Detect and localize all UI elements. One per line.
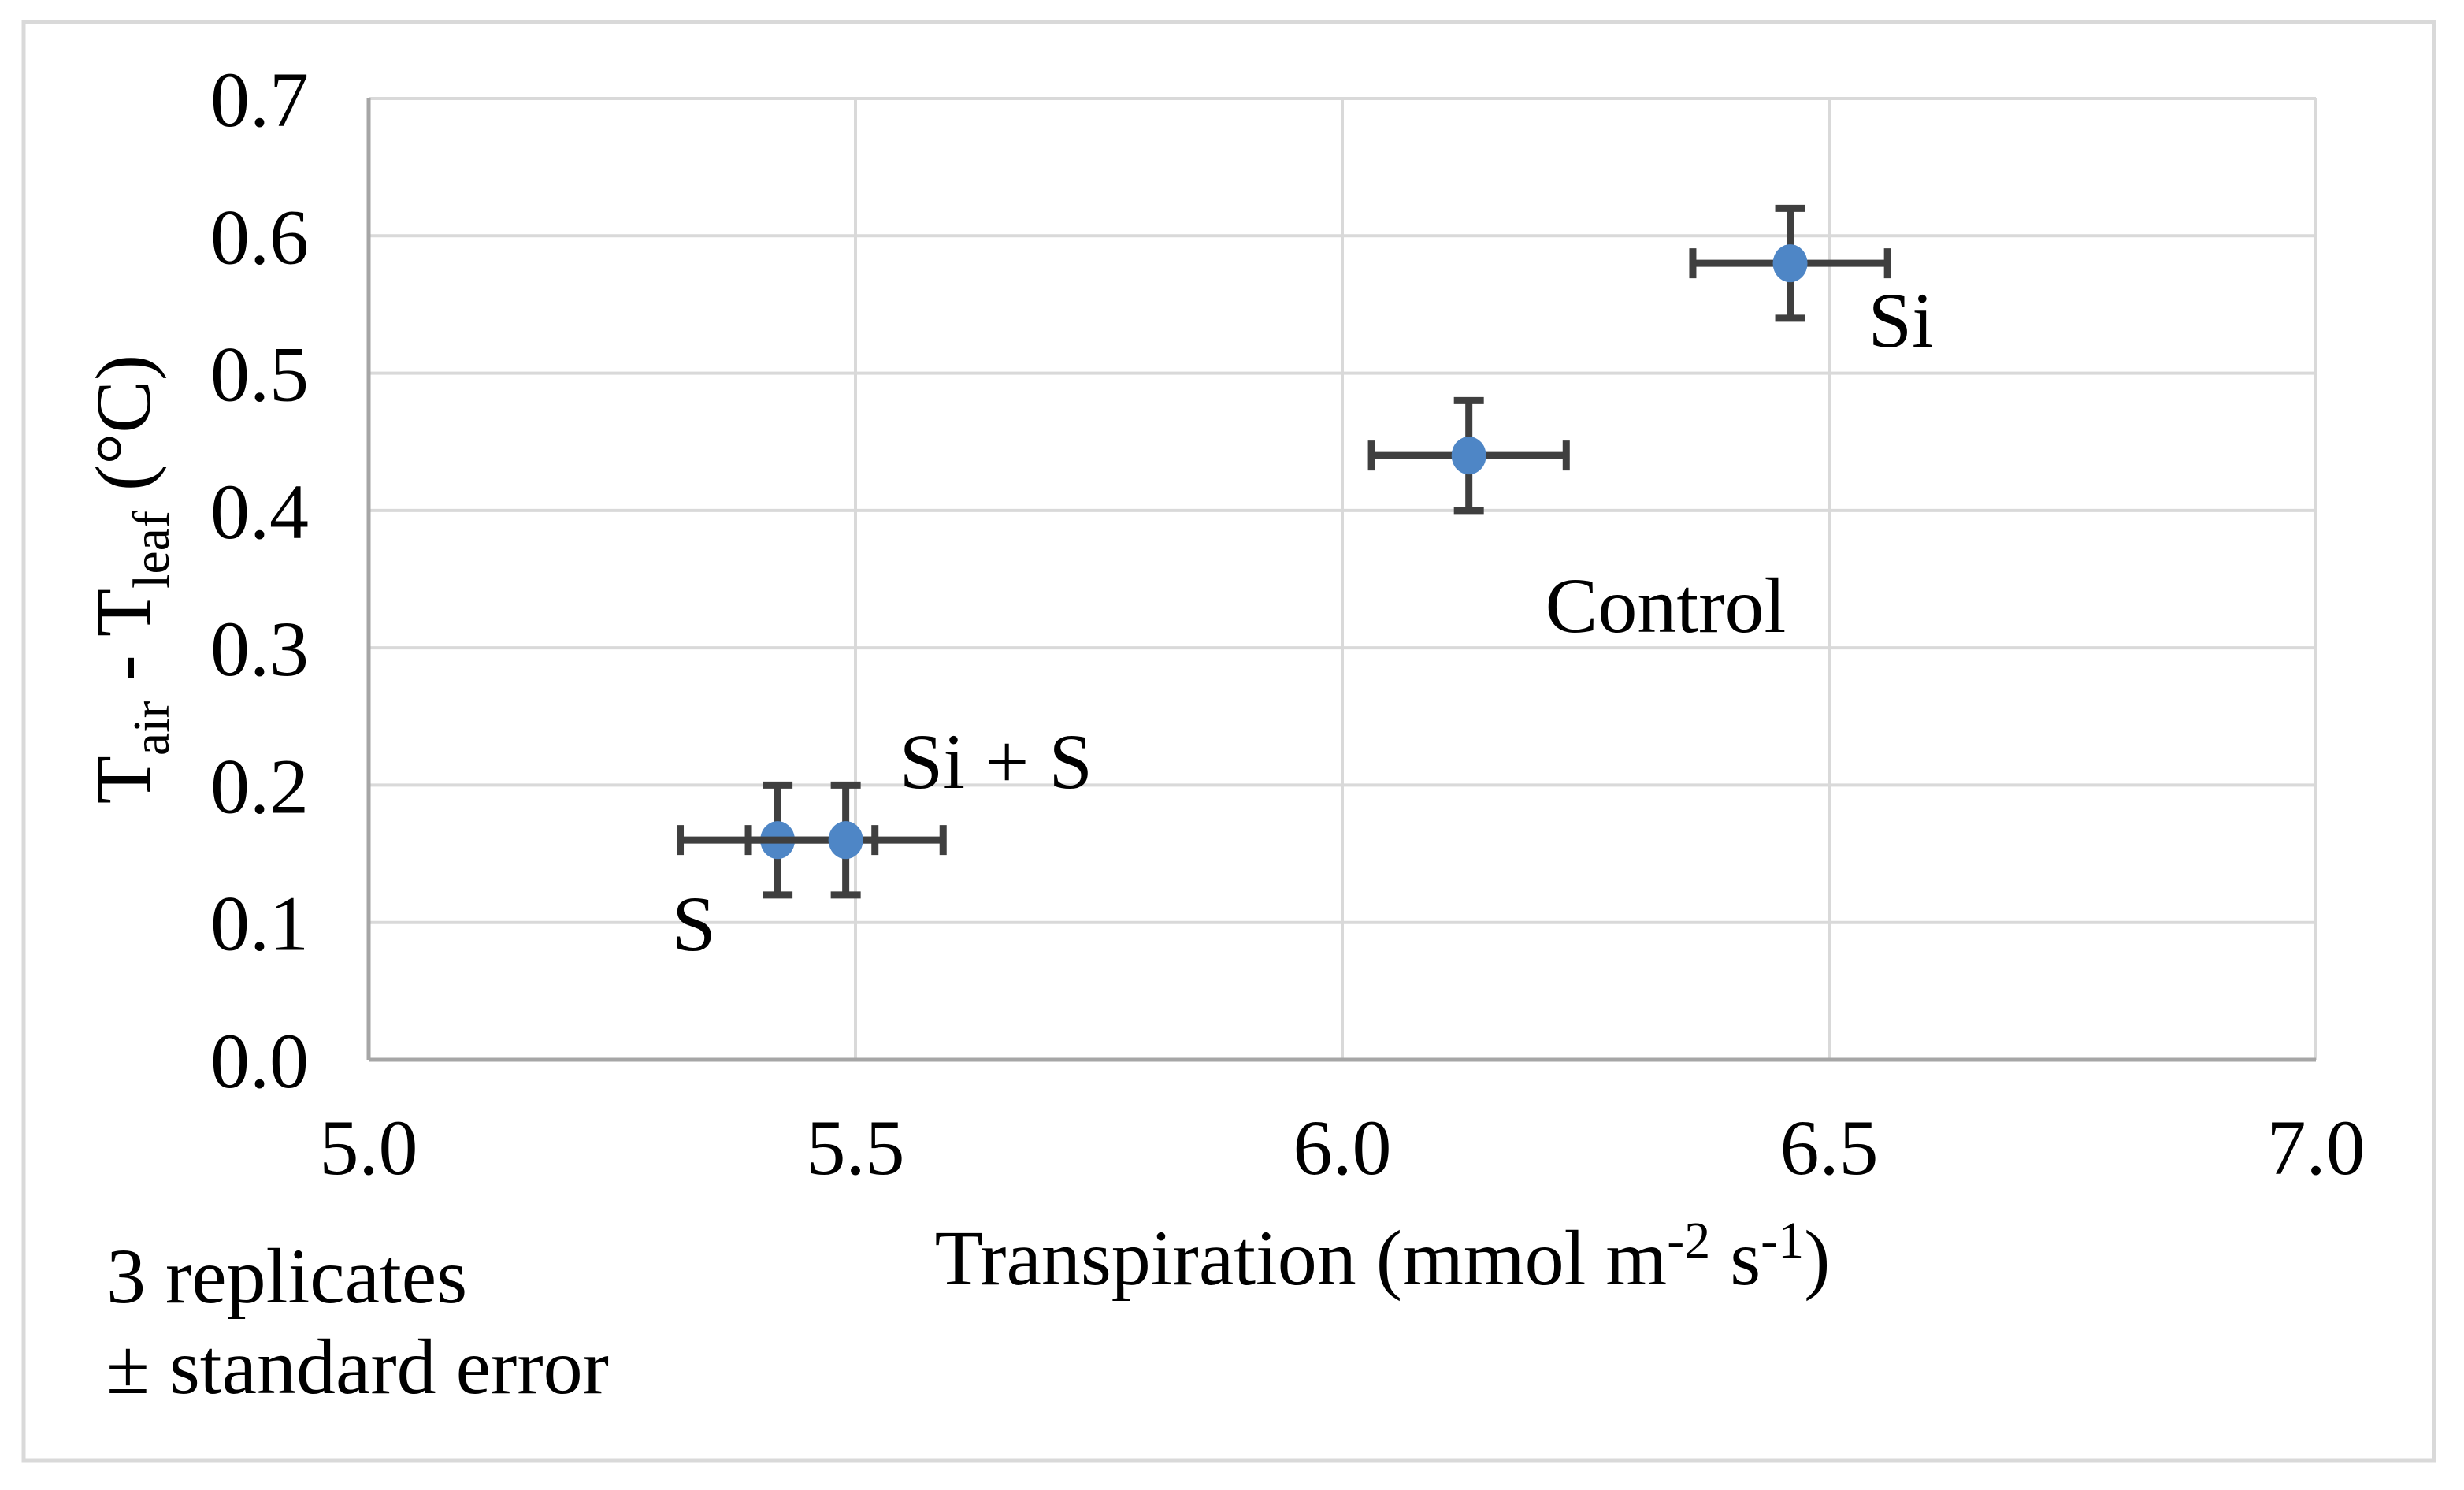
x-tick-label-5.0: 5.0 — [320, 1104, 418, 1191]
x-tick-label-5.5: 5.5 — [807, 1104, 905, 1191]
data-label-Si: Si — [1868, 277, 1934, 364]
x-tick-label-6.5: 6.5 — [1780, 1104, 1879, 1191]
y-axis-title: Tair - Tleaf (°C) — [80, 355, 180, 804]
data-marker-Control — [1451, 437, 1486, 475]
y-tick-label-0.1: 0.1 — [210, 880, 309, 968]
gridlines — [369, 97, 2317, 1060]
note-line-2: ± standard error — [106, 1323, 609, 1410]
data-label-Control: Control — [1546, 562, 1787, 649]
data-marker-Si + S — [828, 821, 863, 860]
y-tick-label-0.6: 0.6 — [210, 193, 309, 281]
y-tick-label-0.7: 0.7 — [210, 56, 309, 143]
y-tick-label-0.3: 0.3 — [210, 605, 309, 693]
data-label-S: S — [672, 880, 716, 968]
y-tick-label-0.5: 0.5 — [210, 331, 309, 418]
data-label-Si + S: Si + S — [900, 718, 1093, 805]
figure-border — [21, 20, 2436, 1463]
tick-labels: 0.0 0.1 0.2 0.3 0.4 0.5 0.6 0.7 5.0 5.5 6.0 6.5 7.0 — [210, 56, 2366, 1191]
y-tick-label-0.0: 0.0 — [210, 1017, 309, 1105]
x-axis-title: Transpiration (mmol m-2 s-1) — [935, 1212, 1831, 1302]
y-tick-label-0.2: 0.2 — [210, 742, 309, 830]
x-tick-label-6.0: 6.0 — [1293, 1104, 1392, 1191]
data-point-group-Control: Control — [1367, 396, 1787, 649]
x-tick-label-7.0: 7.0 — [2267, 1104, 2366, 1191]
note-annotation: 3 replicates± standard error — [106, 1232, 609, 1410]
data-marker-Si — [1772, 244, 1808, 283]
data-points: S Si + S Control Si — [672, 204, 1934, 968]
data-point-group-Si: Si — [1689, 204, 1934, 364]
y-tick-label-0.4: 0.4 — [210, 468, 309, 555]
note-line-1: 3 replicates — [106, 1232, 467, 1320]
data-point-group-Si + S: Si + S — [744, 718, 1093, 899]
